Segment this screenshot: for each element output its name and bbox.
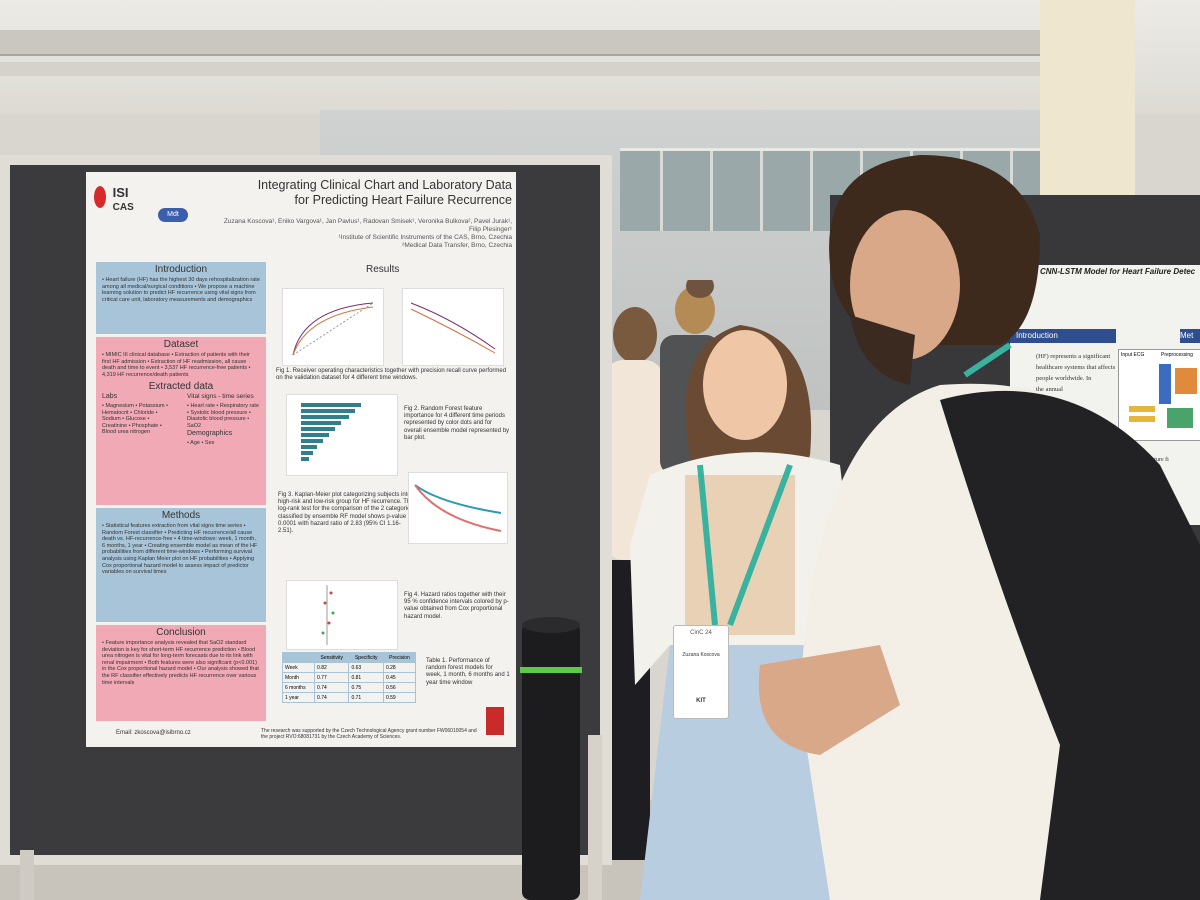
figure-kaplan-meier (408, 472, 508, 544)
logo-cas-text: CAS (112, 202, 134, 213)
mdt-logo: Mdt (158, 208, 188, 222)
author-list: Zuzana Koscova¹, Eniko Vargova¹, Jan Pav… (223, 218, 512, 233)
poster-title-line1: Integrating Clinical Chart and Laborator… (257, 178, 512, 192)
badge-event: CinC 24 (690, 630, 712, 636)
figure-feature-importance (286, 394, 398, 476)
ceiling (0, 0, 1200, 115)
dataset-heading: Dataset (163, 339, 199, 350)
conclusion-heading: Conclusion (156, 627, 206, 638)
section-conclusion: Conclusion • Feature importance analysis… (96, 625, 266, 721)
affiliation-1: ¹Institute of Scientific Instruments of … (338, 234, 512, 241)
figure-roc-curve (282, 288, 384, 366)
neighbor-poster-diagram: Input ECG Preprocessing (1118, 349, 1200, 441)
vitals-list: • Heart rate • Respiratory rate • Systol… (187, 402, 260, 429)
cas-logo-mark (486, 707, 504, 735)
neighbor-poster-intro-heading: Introduction (1010, 329, 1116, 343)
isi-logo-mark (94, 186, 106, 208)
logo-isi-text: ISI (112, 185, 129, 200)
figure4-caption: Fig 4. Hazard ratios together with their… (404, 592, 509, 620)
funding-note: The research was supported by the Czech … (261, 728, 477, 740)
poster-tube (520, 617, 582, 900)
figure1-caption: Fig 1. Receiver operating characteristic… (276, 368, 507, 382)
board-leg-right (588, 735, 602, 900)
figure2-caption: Fig 2. Random Forest feature importance … (404, 406, 510, 441)
pillar (1040, 0, 1135, 195)
badge-name: Zuzana Koscova (682, 652, 720, 658)
section-methods: Methods • Statistical features extractio… (96, 508, 266, 622)
section-dataset: Dataset • MIMIC III clinical database • … (96, 337, 266, 505)
conclusion-text: • Feature importance analysis revealed t… (102, 640, 259, 686)
figure3-caption: Fig 3. Kaplan-Meier plot categorizing su… (278, 492, 414, 535)
introduction-heading: Introduction (154, 264, 208, 275)
table-row: Month 0.77 0.81 0.45 (281, 672, 417, 683)
extracted-data-heading: Extracted data (148, 381, 214, 393)
research-poster: ISI CAS Mdt Integrating Clinical Chart a… (86, 172, 516, 747)
board-leg-left (20, 850, 34, 900)
figure-precision-recall (402, 288, 504, 366)
contact-email: Email: zkoscova@isibrno.cz (116, 730, 191, 736)
table-row: 6 months 0.74 0.75 0.56 (281, 682, 417, 693)
dataset-text: • MIMIC III clinical database • Extracti… (102, 352, 251, 378)
vitals-heading: Vital signs - time series (187, 393, 254, 401)
performance-table: Sensitivity Specificity Precision Week 0.82… (281, 652, 417, 703)
introduction-text: • Heart failure (HF) has the highest 30 … (102, 277, 260, 303)
methods-heading: Methods (161, 510, 201, 521)
badge-sponsor: KIT (696, 698, 706, 704)
section-introduction: Introduction • Heart failure (HF) has th… (96, 262, 266, 334)
methods-text: • Statistical features extraction from v… (102, 523, 258, 576)
table-row: Week 0.82 0.63 0.28 (281, 662, 417, 673)
labs-heading: Labs (102, 393, 118, 401)
affiliation-2: ²Medical Data Transfer, Brno, Czechia (402, 242, 512, 249)
table-row: 1 year 0.74 0.71 0.59 (281, 692, 417, 703)
neighbor-poster-title: CNN-LSTM Model for Heart Failure Detec (1040, 267, 1196, 276)
poster-title-line2: for Predicting Heart Failure Recurrence (294, 193, 512, 207)
labs-list: • Magnesium • Potassium • Hematocrit • C… (102, 402, 168, 436)
isi-cas-logo: ISI CAS (94, 186, 134, 214)
name-badge: CinC 24 Zuzana Koscova KIT (673, 625, 729, 719)
results-heading: Results (366, 264, 400, 275)
ceiling-beam (0, 30, 1045, 56)
foreground-man (758, 155, 1200, 900)
poster-title: Integrating Clinical Chart and Laborator… (146, 178, 512, 208)
neighbor-poster-text: (HF) represents a significant healthcare… (1036, 353, 1116, 393)
table-caption: Table 1. Performance of random forest mo… (426, 658, 510, 686)
neighbor-poster-methods-heading: Met (1180, 329, 1200, 343)
demographics-list: • Age • Sex (187, 439, 215, 446)
poster-authors: Zuzana Koscova¹, Eniko Vargova¹, Jan Pav… (216, 218, 512, 250)
demographics-heading: Demographics (187, 430, 233, 438)
figure-hazard-ratios (286, 580, 398, 650)
ceiling-beam-lower (0, 62, 1045, 76)
